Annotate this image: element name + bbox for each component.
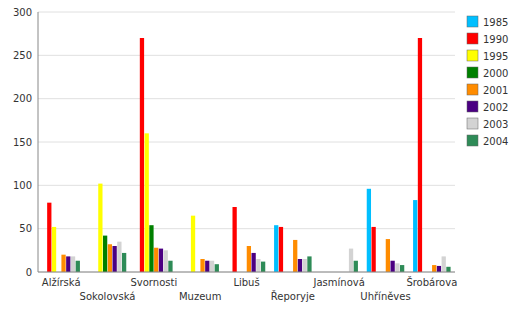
- bar: [279, 227, 283, 272]
- legend-swatch: [467, 101, 478, 112]
- legend-label: 2004: [483, 136, 508, 147]
- bar: [303, 259, 307, 272]
- bar: [298, 259, 302, 272]
- bar: [164, 250, 168, 272]
- bar: [437, 266, 441, 272]
- bar: [400, 265, 404, 272]
- bar: [191, 216, 195, 272]
- bar: [371, 227, 375, 272]
- bar: [98, 184, 102, 272]
- bar: [215, 264, 219, 272]
- y-tick-label: 200: [13, 93, 32, 104]
- bar: [210, 261, 214, 272]
- bar: [349, 249, 353, 272]
- bar: [395, 263, 399, 272]
- legend-label: 1995: [483, 51, 508, 62]
- grid-line: [38, 12, 455, 13]
- legend-label: 2003: [483, 119, 508, 130]
- bar: [432, 265, 436, 272]
- grid-line: [38, 55, 455, 56]
- bar: [168, 261, 172, 272]
- bar: [103, 236, 107, 272]
- bar: [307, 256, 311, 272]
- legend-label: 2002: [483, 102, 508, 113]
- bar: [52, 227, 56, 272]
- y-tick-label: 250: [13, 50, 32, 61]
- x-tick-label: Svornosti: [130, 277, 177, 288]
- grid-line: [38, 142, 455, 143]
- bar: [122, 253, 126, 272]
- bar: [251, 253, 255, 272]
- x-tick-label: Muzeum: [179, 291, 221, 302]
- grid: [38, 12, 455, 272]
- legend: 1985 1990 1995 2000 2001 2002 2003 2004: [467, 16, 508, 147]
- legend-label: 2001: [483, 85, 508, 96]
- bar: [367, 189, 371, 272]
- bar: [154, 248, 158, 272]
- grid-line: [38, 272, 455, 273]
- x-axis-line: [38, 272, 455, 273]
- bar: [256, 259, 260, 272]
- bar: [446, 267, 450, 272]
- chart-svg: 0 50 100 150 200 250 300 Alžírská Sokolovská Svor…: [0, 0, 517, 312]
- chart-container: 0 50 100 150 200 250 300 Alžírská Sokolovská Svor…: [0, 0, 517, 312]
- y-tick-label: 0: [26, 267, 32, 278]
- legend-swatch: [467, 118, 478, 129]
- legend-swatch: [467, 33, 478, 44]
- x-tick-label: Šrobárova: [406, 276, 457, 288]
- y-tick-label: 50: [19, 223, 32, 234]
- bar: [159, 249, 163, 272]
- bar: [354, 261, 358, 272]
- legend-swatch: [467, 50, 478, 61]
- grid-line: [38, 98, 455, 99]
- bar: [247, 246, 251, 272]
- bar: [413, 200, 417, 272]
- y-axis-line: [38, 12, 39, 272]
- bar: [386, 239, 390, 272]
- bar: [261, 262, 265, 272]
- bar: [71, 256, 75, 272]
- bar: [232, 207, 236, 272]
- legend-swatch: [467, 67, 478, 78]
- legend-swatch: [467, 16, 478, 27]
- bar: [61, 255, 65, 272]
- x-tick-label: Sokolovská: [80, 291, 136, 302]
- y-tick-label: 300: [13, 7, 32, 18]
- x-tick-label: Jasmínová: [313, 277, 365, 288]
- legend-label: 1990: [483, 34, 508, 45]
- x-tick-label: Uhříněves: [360, 291, 410, 302]
- bar: [108, 244, 112, 272]
- bar: [390, 261, 394, 272]
- bar: [112, 246, 116, 272]
- bar: [140, 38, 144, 272]
- bar: [47, 203, 51, 272]
- bars: [47, 38, 450, 272]
- x-tick-label: Libuš: [233, 277, 259, 288]
- bar: [293, 240, 297, 272]
- bar: [274, 225, 278, 272]
- bar: [66, 256, 70, 272]
- y-tick-label: 100: [13, 180, 32, 191]
- bar: [117, 242, 121, 272]
- bar: [442, 256, 446, 272]
- legend-label: 1985: [483, 17, 508, 28]
- legend-swatch: [467, 135, 478, 146]
- x-tick-label: Řeporyje: [271, 290, 315, 302]
- bar: [145, 133, 149, 272]
- y-tick-label: 150: [13, 137, 32, 148]
- legend-label: 2000: [483, 68, 508, 79]
- bar: [149, 225, 153, 272]
- bar: [418, 38, 422, 272]
- legend-swatch: [467, 84, 478, 95]
- bar: [205, 261, 209, 272]
- x-tick-label: Alžírská: [42, 277, 81, 288]
- bar: [200, 259, 204, 272]
- bar: [76, 261, 80, 272]
